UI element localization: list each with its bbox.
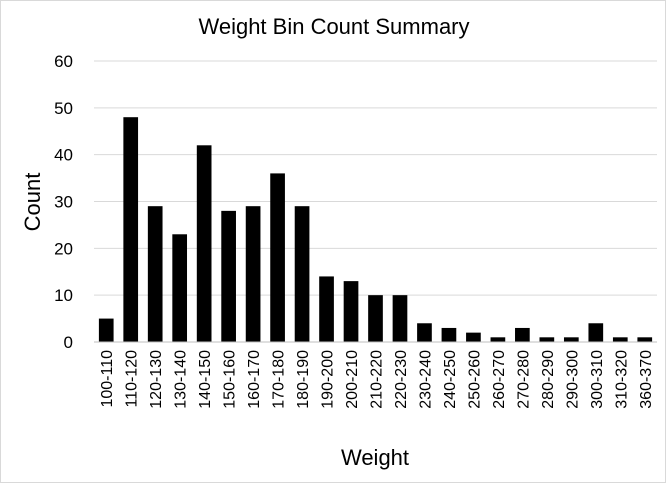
bar-190-200 [319, 276, 334, 342]
bar-220-230 [392, 295, 408, 342]
bar-110-120 [123, 117, 139, 342]
x-tick-label: 110-120 [124, 350, 141, 408]
x-tick-label: 130-140 [173, 350, 190, 409]
x-tick-label: 120-130 [148, 350, 165, 409]
gridlines [94, 60, 657, 296]
bar-310-320 [612, 337, 628, 342]
y-tick-label: 0 [64, 333, 73, 352]
bar-150-160 [221, 210, 236, 342]
bars [98, 117, 653, 342]
x-tick-label: 190-200 [320, 350, 337, 409]
bar-360-370 [637, 337, 653, 342]
bar-270-280 [515, 327, 530, 342]
x-tick-label: 300-310 [589, 350, 606, 409]
bar-100-110 [98, 318, 114, 342]
x-axis-label: Weight [341, 445, 409, 470]
y-tick-label: 20 [54, 239, 73, 258]
x-tick-label: 290-300 [564, 350, 581, 409]
bar-180-190 [294, 206, 310, 342]
bar-210-220 [368, 295, 383, 342]
bar-170-180 [270, 173, 285, 342]
x-tick-label: 250-260 [466, 350, 483, 409]
x-tick-label: 140-150 [197, 350, 214, 409]
x-tick-label: 260-270 [491, 350, 508, 409]
bar-250-260 [466, 332, 481, 342]
bar-130-140 [172, 234, 188, 342]
x-tick-label: 230-240 [417, 350, 434, 409]
y-tick-label: 50 [54, 99, 73, 118]
y-tick-label: 40 [54, 146, 73, 165]
bar-120-130 [147, 206, 163, 342]
x-tick-label: 210-220 [369, 350, 386, 409]
bar-160-170 [245, 206, 261, 342]
x-tick-label: 100-110 [99, 350, 116, 408]
x-tick-label: 170-180 [271, 350, 288, 409]
y-axis-ticks: 0 10 20 30 40 50 60 [54, 52, 73, 352]
x-tick-label: 200-210 [344, 350, 361, 409]
bar-200-210 [343, 281, 359, 342]
bar-280-290 [539, 337, 555, 342]
bar-140-150 [196, 145, 212, 342]
y-tick-label: 30 [54, 193, 73, 212]
x-tick-label: 360-370 [638, 350, 655, 409]
bar-240-250 [441, 327, 457, 342]
bar-300-310 [588, 323, 604, 342]
bar-290-300 [563, 337, 579, 342]
x-tick-label: 220-230 [393, 350, 410, 409]
x-axis-ticks: 100-110 110-120 120-130 130-140 140-150 150-1… [99, 350, 655, 409]
x-tick-label: 270-280 [515, 350, 532, 409]
x-tick-label: 240-250 [442, 350, 459, 409]
x-tick-label: 310-320 [613, 350, 630, 409]
y-axis-label: Count [20, 173, 45, 232]
x-tick-label: 160-170 [246, 350, 263, 409]
x-tick-label: 280-290 [540, 350, 557, 409]
bar-260-270 [490, 337, 506, 342]
y-tick-label: 60 [54, 52, 73, 71]
chart-title: Weight Bin Count Summary [198, 14, 469, 39]
bar-230-240 [417, 323, 432, 342]
x-tick-label: 180-190 [295, 350, 312, 409]
y-tick-label: 10 [54, 286, 73, 305]
x-tick-label: 150-160 [222, 350, 239, 409]
